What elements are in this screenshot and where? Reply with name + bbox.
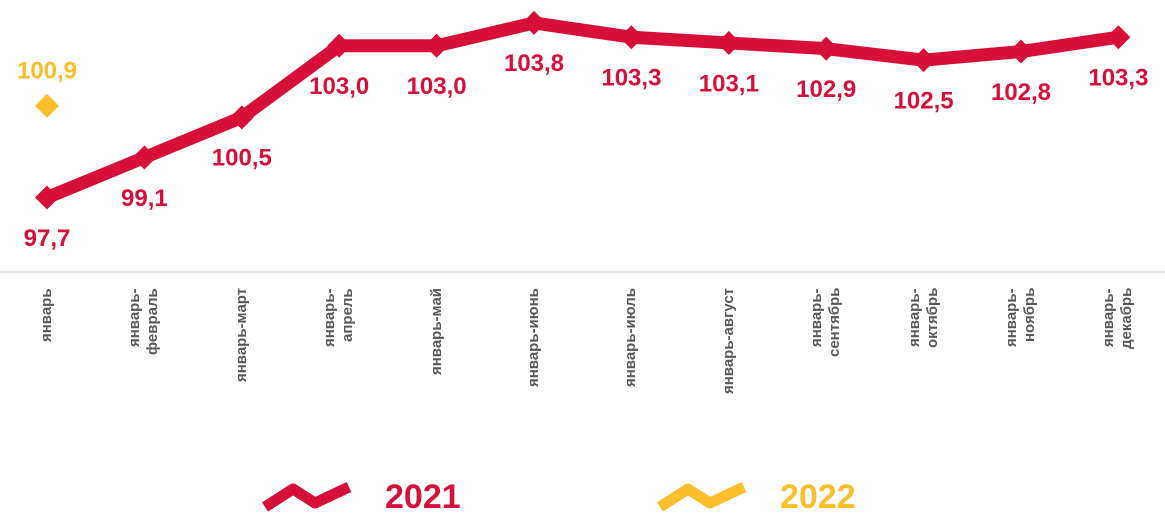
marker: [814, 36, 839, 61]
x-tick-label: январь- декабрь: [1100, 288, 1136, 350]
x-tick-label: январь-июль: [622, 288, 640, 387]
data-label: 103,8: [504, 50, 564, 77]
x-tick-label: январь-август: [719, 288, 737, 395]
x-tick-label: январь- ноябрь: [1003, 288, 1038, 347]
legend-icon: [657, 482, 747, 512]
x-tick-label: январь- октябрь: [905, 288, 941, 349]
series-line: [44, 16, 1120, 204]
x-tick-label: январь: [38, 288, 55, 342]
data-label: 100,9: [17, 57, 77, 84]
marker: [1009, 39, 1033, 64]
x-tick-label: январь- сентябрь: [808, 288, 844, 358]
data-label: 102,8: [991, 79, 1051, 106]
marker: [619, 25, 644, 50]
data-label: 103,3: [1088, 65, 1148, 92]
data-label: 103,3: [601, 65, 661, 92]
x-tick-label: январь- февраль: [126, 288, 162, 355]
x-tick-label: январь-май: [427, 288, 445, 376]
data-label: 99,1: [121, 185, 168, 212]
data-label: 103,1: [699, 70, 759, 97]
x-tick-label: январь- апрель: [321, 288, 357, 347]
data-label: 97,7: [24, 225, 71, 252]
data-label: 100,5: [212, 145, 272, 172]
marker: [327, 33, 352, 58]
marker: [424, 33, 449, 58]
marker: [35, 93, 59, 118]
x-tick-label: январь-март: [232, 288, 250, 383]
legend-label: 2021: [385, 478, 461, 516]
x-tick-label: январь-июнь: [525, 288, 542, 387]
marker: [35, 185, 59, 210]
data-label: 102,5: [894, 87, 954, 114]
marker: [716, 30, 741, 55]
legend-label: 2022: [780, 478, 856, 516]
marker: [132, 145, 157, 170]
marker: [229, 105, 254, 130]
legend-icon: [262, 482, 352, 512]
data-label: 103,0: [309, 73, 369, 100]
data-label: 103,0: [407, 73, 467, 100]
data-label: 102,9: [796, 76, 856, 103]
marker: [911, 48, 936, 73]
marker: [522, 10, 546, 35]
marker: [1106, 25, 1131, 50]
